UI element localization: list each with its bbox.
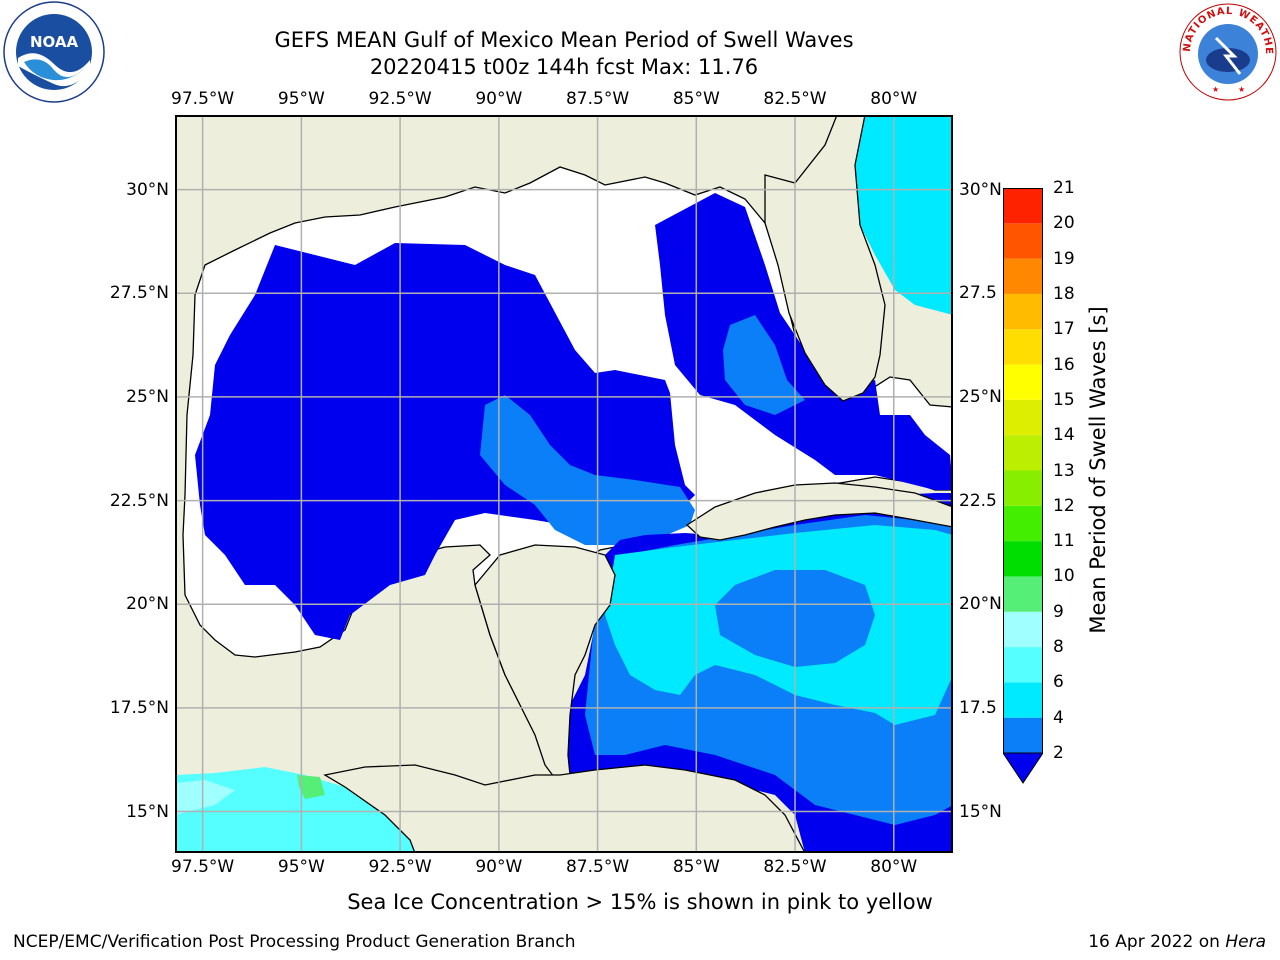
cuba <box>685 482 954 541</box>
colorbar-swatch <box>1003 364 1043 400</box>
colorbar-swatch <box>1003 576 1043 612</box>
lon-tick-label: 80°W <box>870 857 918 877</box>
colorbar-tick-label: 8 <box>1053 637 1064 658</box>
graticule <box>175 115 953 853</box>
colorbar-swatch <box>1003 470 1043 506</box>
map-border <box>175 115 953 853</box>
contour-pacific-8-9s <box>175 780 235 815</box>
colorbar-swatch <box>1003 541 1043 577</box>
lat-tick-label-right: 15°N <box>959 801 1002 822</box>
colorbar-label: Mean Period of Swell Waves [s] <box>1086 306 1110 634</box>
lat-tick-label-right: 25°N <box>959 386 1002 407</box>
lat-tick-label-right: 30°N <box>959 179 1002 200</box>
colorbar-tick-label: 20 <box>1053 213 1075 234</box>
lat-tick-label: 17.5°N <box>109 697 169 718</box>
lat-tick-label: 30°N <box>126 179 169 200</box>
nws-logo: NATIONAL WEATHER SERVICE ★ ★ <box>1176 0 1277 101</box>
footer-date: 16 Apr 2022 on Hera <box>1088 932 1266 952</box>
sea-ice-note: Sea Ice Concentration > 15% is shown in … <box>347 890 933 914</box>
lon-tick-label: 87.5°W <box>565 89 630 109</box>
footer-machine: Hera <box>1225 932 1266 952</box>
central-america <box>323 764 807 854</box>
colorbar-swatch <box>1003 223 1043 259</box>
lon-tick-label: 92.5°W <box>368 89 432 109</box>
noaa-logo-text: NOAA <box>30 33 79 51</box>
lon-tick-label: 92.5°W <box>368 857 432 877</box>
lat-tick-label: 27.5°N <box>109 283 169 304</box>
lat-tick-label: 22.5°N <box>109 490 169 511</box>
lat-tick-label-right: 17.5 <box>959 697 997 718</box>
lat-tick-label-right: 22.5 <box>959 490 997 511</box>
lat-tick-label: 20°N <box>126 594 169 615</box>
contour-under-2s-east <box>655 193 953 490</box>
svg-text:★: ★ <box>1238 85 1245 94</box>
colorbar-tick-label: 12 <box>1053 495 1075 516</box>
lon-tick-label: 85°W <box>672 89 720 109</box>
colorbar-swatch <box>1003 717 1043 753</box>
colorbar-tick-label: 19 <box>1053 248 1075 269</box>
colorbar-tick-label: 2 <box>1053 743 1064 763</box>
colorbar-tick-label: 16 <box>1053 354 1075 375</box>
lon-tick-label: 95°W <box>277 89 325 109</box>
svg-text:★: ★ <box>1212 85 1219 94</box>
contour-2-4s-central <box>480 395 695 545</box>
colorbar-swatch <box>1003 435 1043 471</box>
noaa-logo: NOAA <box>3 1 105 103</box>
colorbar-tick-label: 11 <box>1053 531 1075 552</box>
colorbar-swatch <box>1003 329 1043 365</box>
colorbar-swatch <box>1003 647 1043 683</box>
lon-tick-label: 97.5°W <box>171 857 235 877</box>
colorbar-tick-label: 4 <box>1053 707 1064 728</box>
colorbar-swatch <box>1003 258 1043 294</box>
colorbar-swatch <box>1003 611 1043 648</box>
colorbar-swatch <box>1003 505 1043 542</box>
colorbar-swatch <box>1003 399 1043 436</box>
colorbar-tick-label: 9 <box>1053 601 1064 622</box>
lon-tick-label: 87.5°W <box>565 857 630 877</box>
chart-title: GEFS MEAN Gulf of Mexico Mean Period of … <box>274 28 854 52</box>
lon-tick-label: 82.5°W <box>763 89 827 109</box>
colorbar-tick-label: 13 <box>1053 460 1075 481</box>
lon-tick-label: 95°W <box>277 857 325 877</box>
colorbar-tick-label: 6 <box>1053 672 1064 693</box>
swell-period-map <box>175 114 954 854</box>
contour-pacific-9-10s <box>297 775 325 799</box>
lat-tick-label: 25°N <box>126 386 169 407</box>
lon-tick-label: 85°W <box>672 857 720 877</box>
contour-under-2s <box>195 243 695 640</box>
lon-tick-label: 80°W <box>870 89 918 109</box>
lon-tick-label: 82.5°W <box>763 857 827 877</box>
map-panel <box>175 114 954 854</box>
colorbar-tick-label: 17 <box>1053 319 1075 340</box>
colorbar-tick-label: 21 <box>1053 178 1075 198</box>
footer-credit: NCEP/EMC/Verification Post Processing Pr… <box>13 932 576 952</box>
colorbar-swatch <box>1003 682 1043 718</box>
yucatan-peninsula <box>474 544 616 786</box>
lon-tick-label: 97.5°W <box>171 89 235 109</box>
lon-tick-label: 90°W <box>475 857 523 877</box>
colorbar <box>1003 188 1043 784</box>
lat-tick-label-right: 27.5 <box>959 283 997 304</box>
contour-pacific <box>175 767 415 853</box>
colorbar-tick-label: 14 <box>1053 425 1075 446</box>
contour-2-4s-north <box>723 315 805 415</box>
chart-subtitle: 20220415 t00z 144h fcst Max: 11.76 <box>369 55 759 79</box>
lat-tick-label-right: 20°N <box>959 594 1002 615</box>
colorbar-swatch <box>1003 188 1043 224</box>
colorbar-tick-label: 15 <box>1053 389 1075 410</box>
colorbar-under-triangle <box>1003 752 1043 784</box>
lat-tick-label: 15°N <box>126 801 169 822</box>
colorbar-swatch <box>1003 293 1043 330</box>
colorbar-tick-label: 18 <box>1053 283 1075 304</box>
lon-tick-label: 90°W <box>475 89 523 109</box>
footer-date-text: 16 Apr 2022 on <box>1088 932 1226 952</box>
colorbar-tick-label: 10 <box>1053 566 1075 587</box>
